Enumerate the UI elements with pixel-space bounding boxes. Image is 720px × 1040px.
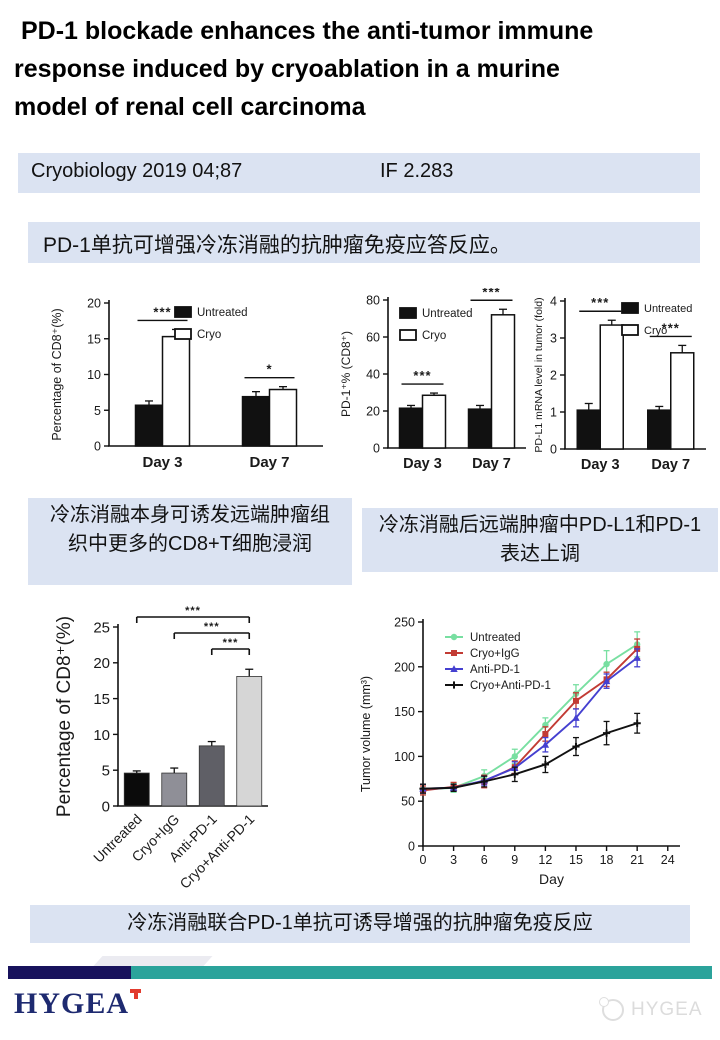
svg-text:100: 100 (394, 750, 415, 764)
svg-text:***: *** (662, 320, 680, 335)
svg-text:0: 0 (420, 853, 427, 867)
svg-text:24: 24 (661, 853, 675, 867)
svg-text:60: 60 (366, 331, 380, 345)
svg-text:Day 7: Day 7 (651, 457, 690, 473)
svg-text:6: 6 (481, 853, 488, 867)
svg-text:Cryo+IgG: Cryo+IgG (470, 648, 520, 660)
svg-text:***: *** (413, 368, 431, 383)
hygea-logo-red-cross-icon (130, 987, 143, 1001)
svg-text:50: 50 (401, 795, 415, 809)
svg-text:***: *** (204, 621, 220, 633)
svg-text:200: 200 (394, 660, 415, 674)
footer-stripe-teal (131, 966, 712, 979)
hygea-logo-text: HYGEA (14, 987, 130, 1020)
svg-text:***: *** (223, 637, 239, 649)
svg-text:***: *** (482, 288, 500, 299)
svg-text:250: 250 (394, 616, 415, 630)
svg-text:0: 0 (373, 442, 380, 456)
svg-text:PD-L1 mRNA level in tumor (fol: PD-L1 mRNA level in tumor (fold) (534, 297, 545, 452)
svg-text:Day 3: Day 3 (142, 454, 182, 471)
svg-text:9: 9 (511, 853, 518, 867)
svg-text:Day: Day (539, 871, 564, 887)
caption-combination-therapy: 冷冻消融联合PD-1单抗可诱导增强的抗肿瘤免疫反应 (30, 905, 690, 943)
svg-text:***: *** (591, 295, 609, 310)
summary-text: PD-1单抗可增强冷冻消融的抗肿瘤免疫应答反应。 (43, 234, 511, 257)
svg-text:Day 3: Day 3 (581, 457, 620, 473)
svg-text:Tumor volume (mm³): Tumor volume (mm³) (359, 676, 373, 792)
svg-text:10: 10 (87, 368, 101, 382)
svg-text:Cryo: Cryo (422, 330, 446, 342)
figure-pd1-percent-bar-chart: 0 20 40 60 80 PD-1⁺% (CD8⁺) Day 3 *** Day 7 *** Un… (338, 284, 535, 497)
page-title-line: model of renal cell carcinoma (14, 93, 366, 121)
svg-text:Cryo+Anti-PD-1: Cryo+Anti-PD-1 (470, 680, 551, 692)
impact-factor: IF 2.283 (380, 160, 454, 182)
svg-text:150: 150 (394, 705, 415, 719)
figure-cd8-percentage-bar-chart: 0 5 10 15 20 Percentage of CD8⁺(%) Day 3 *** Day… (45, 289, 330, 496)
svg-text:Untreated: Untreated (644, 303, 692, 315)
svg-text:15: 15 (93, 691, 110, 708)
svg-text:15: 15 (87, 332, 101, 346)
svg-text:Day 3: Day 3 (403, 456, 442, 472)
svg-text:***: *** (153, 304, 171, 319)
page-title: PD-1 blockade enhances the anti-tumor im… (14, 12, 712, 126)
svg-text:3: 3 (450, 853, 457, 867)
svg-text:Cryo: Cryo (197, 329, 221, 341)
svg-text:0: 0 (94, 440, 101, 454)
svg-text:15: 15 (569, 853, 583, 867)
svg-text:20: 20 (87, 297, 101, 311)
footer-stripe-decoration (93, 956, 213, 966)
svg-text:Day 7: Day 7 (472, 456, 511, 472)
svg-text:0: 0 (102, 798, 110, 815)
svg-text:PD-1⁺% (CD8⁺): PD-1⁺% (CD8⁺) (339, 331, 353, 417)
svg-text:4: 4 (550, 295, 557, 309)
svg-text:Anti-PD-1: Anti-PD-1 (470, 664, 520, 676)
svg-text:20: 20 (366, 405, 380, 419)
svg-text:Cryo: Cryo (644, 325, 667, 337)
summary-banner: PD-1单抗可增强冷冻消融的抗肿瘤免疫应答反应。 (28, 222, 700, 263)
svg-text:1: 1 (550, 406, 557, 420)
svg-text:Percentage of CD8⁺(%): Percentage of CD8⁺(%) (54, 616, 75, 817)
svg-text:2: 2 (550, 369, 557, 383)
footer-stripe-navy (8, 966, 131, 979)
hygea-watermark: HYGEA (599, 997, 703, 1021)
page-title-line: response induced by cryoablation in a mu… (14, 55, 560, 83)
svg-text:Untreated: Untreated (422, 308, 473, 320)
svg-text:21: 21 (630, 853, 644, 867)
svg-text:18: 18 (600, 853, 614, 867)
svg-text:Untreated: Untreated (470, 632, 521, 644)
figure-cd8-combination-bar-chart: 0 5 10 15 20 25 Percentage of CD8⁺(%) Untreated… (28, 597, 330, 902)
journal-source: Cryobiology 2019 04;87 (31, 160, 243, 182)
svg-text:5: 5 (102, 763, 110, 780)
figure-tumor-volume-line-chart: 0 50 100 150 200 250 Tumor volume (mm³) 0 3 6 9 12 1… (353, 597, 703, 899)
svg-text:*: * (266, 362, 272, 377)
svg-text:3: 3 (550, 332, 557, 346)
hygea-logo: HYGEA (14, 987, 143, 1023)
svg-text:80: 80 (366, 294, 380, 308)
svg-text:5: 5 (94, 404, 101, 418)
hygea-watermark-circle-icon (599, 997, 624, 1021)
figure-pdl1-mrna-bar-chart: 0 1 2 3 4 PD-L1 mRNA level in tumor (fold) Day… (533, 287, 719, 498)
hygea-watermark-text: HYGEA (631, 999, 703, 1020)
svg-text:20: 20 (93, 655, 110, 672)
svg-text:0: 0 (408, 840, 415, 854)
svg-text:Day 7: Day 7 (249, 454, 289, 471)
svg-text:Percentage of CD8⁺(%): Percentage of CD8⁺(%) (50, 308, 64, 440)
svg-text:10: 10 (93, 727, 110, 744)
svg-text:12: 12 (538, 853, 552, 867)
svg-text:40: 40 (366, 368, 380, 382)
journal-banner: Cryobiology 2019 04;87 IF 2.283 (18, 153, 700, 193)
svg-text:25: 25 (93, 619, 110, 636)
svg-text:***: *** (185, 605, 201, 617)
caption-pdl1-upregulation: 冷冻消融后远端肿瘤中PD-L1和PD-1表达上调 (362, 508, 718, 572)
svg-text:Untreated: Untreated (197, 307, 248, 319)
svg-text:0: 0 (550, 443, 557, 457)
caption-cd8-infiltration: 冷冻消融本身可诱发远端肿瘤组织中更多的CD8+T细胞浸润 (28, 498, 352, 585)
page-title-line: PD-1 blockade enhances the anti-tumor im… (21, 17, 594, 45)
